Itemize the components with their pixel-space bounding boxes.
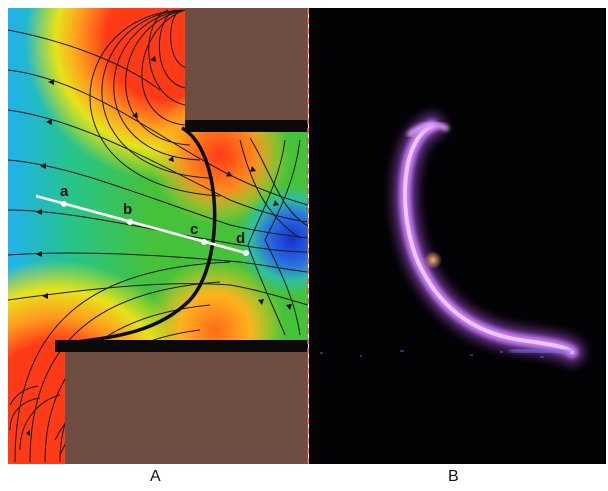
upper-electrode-edge: [185, 120, 308, 132]
plasma-arc: [392, 113, 585, 365]
point-c-marker: [201, 239, 207, 245]
point-d-marker: [243, 250, 249, 256]
point-b-marker: [127, 219, 133, 225]
point-c-label: c: [190, 221, 198, 238]
hot-spot: [424, 251, 442, 269]
panel-a-caption: A: [150, 468, 161, 485]
point-a-label: a: [60, 183, 69, 200]
arc-boundary: [57, 126, 217, 346]
lower-electrode-edge: [55, 340, 308, 352]
panel-b-caption: B: [448, 468, 459, 485]
panel-b-photo: [309, 8, 606, 464]
panel-a-field-map: [8, 8, 308, 464]
point-labels: a b c d: [60, 183, 245, 247]
point-d-label: d: [236, 230, 245, 247]
point-b-label: b: [123, 201, 132, 218]
lower-electrode: [65, 352, 308, 464]
upper-electrode: [185, 8, 308, 120]
point-a-marker: [61, 201, 67, 207]
field-line-arrows: [26, 56, 292, 436]
probe-line: [35, 194, 247, 255]
floor-glints: [320, 350, 544, 358]
dark-background: [309, 8, 606, 464]
